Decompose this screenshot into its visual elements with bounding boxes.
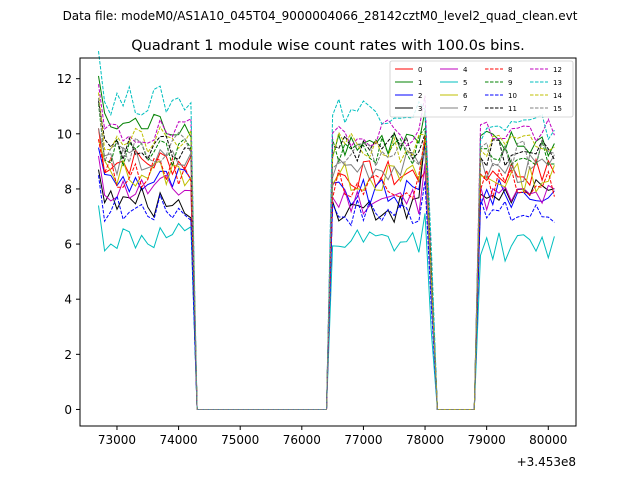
legend-label-1: 1 — [418, 79, 422, 87]
plot-frame — [79, 57, 577, 427]
y-tick-label: 12 — [57, 72, 72, 86]
legend-label-10: 10 — [508, 92, 517, 100]
legend-label-15: 15 — [553, 105, 562, 113]
legend-label-3: 3 — [418, 105, 422, 113]
y-tick-label: 4 — [64, 293, 72, 307]
x-tick-label: 73000 — [98, 433, 136, 447]
x-axis: 73000 74000 75000 76000 77000 78000 79000 80000 — [98, 426, 567, 447]
legend-label-0: 0 — [418, 66, 422, 74]
x-tick-label: 77000 — [344, 433, 382, 447]
legend-box — [389, 60, 574, 118]
legend-label-12: 12 — [553, 66, 562, 74]
series-line-15 — [98, 97, 555, 410]
legend-label-8: 8 — [508, 66, 512, 74]
x-tick-label: 80000 — [529, 433, 567, 447]
legend-label-2: 2 — [418, 92, 422, 100]
y-tick-label: 6 — [64, 238, 72, 252]
x-tick-label: 79000 — [468, 433, 506, 447]
y-tick-label: 8 — [64, 182, 72, 196]
y-tick-label: 0 — [64, 403, 72, 417]
legend-label-4: 4 — [463, 66, 468, 74]
figure-suptitle: Data file: modeM0/AS1A10_045T04_90000040… — [63, 9, 578, 23]
y-axis: 0 2 4 6 8 10 12 — [57, 72, 80, 417]
legend-label-13: 13 — [553, 79, 562, 87]
legend-label-6: 6 — [463, 92, 468, 100]
y-tick-label: 10 — [57, 127, 72, 141]
chart-title: Quadrant 1 module wise count rates with … — [131, 38, 525, 54]
x-tick-label: 74000 — [159, 433, 197, 447]
x-tick-label: 75000 — [221, 433, 259, 447]
legend-label-5: 5 — [463, 79, 467, 87]
legend-label-9: 9 — [508, 79, 512, 87]
legend-label-11: 11 — [508, 105, 517, 113]
legend-label-14: 14 — [553, 92, 562, 100]
legend-label-7: 7 — [463, 105, 467, 113]
y-tick-label: 2 — [64, 348, 72, 362]
series-layer — [98, 51, 555, 410]
x-axis-offset-label: +3.453e8 — [517, 455, 576, 469]
x-tick-label: 78000 — [406, 433, 444, 447]
x-tick-label: 76000 — [283, 433, 321, 447]
